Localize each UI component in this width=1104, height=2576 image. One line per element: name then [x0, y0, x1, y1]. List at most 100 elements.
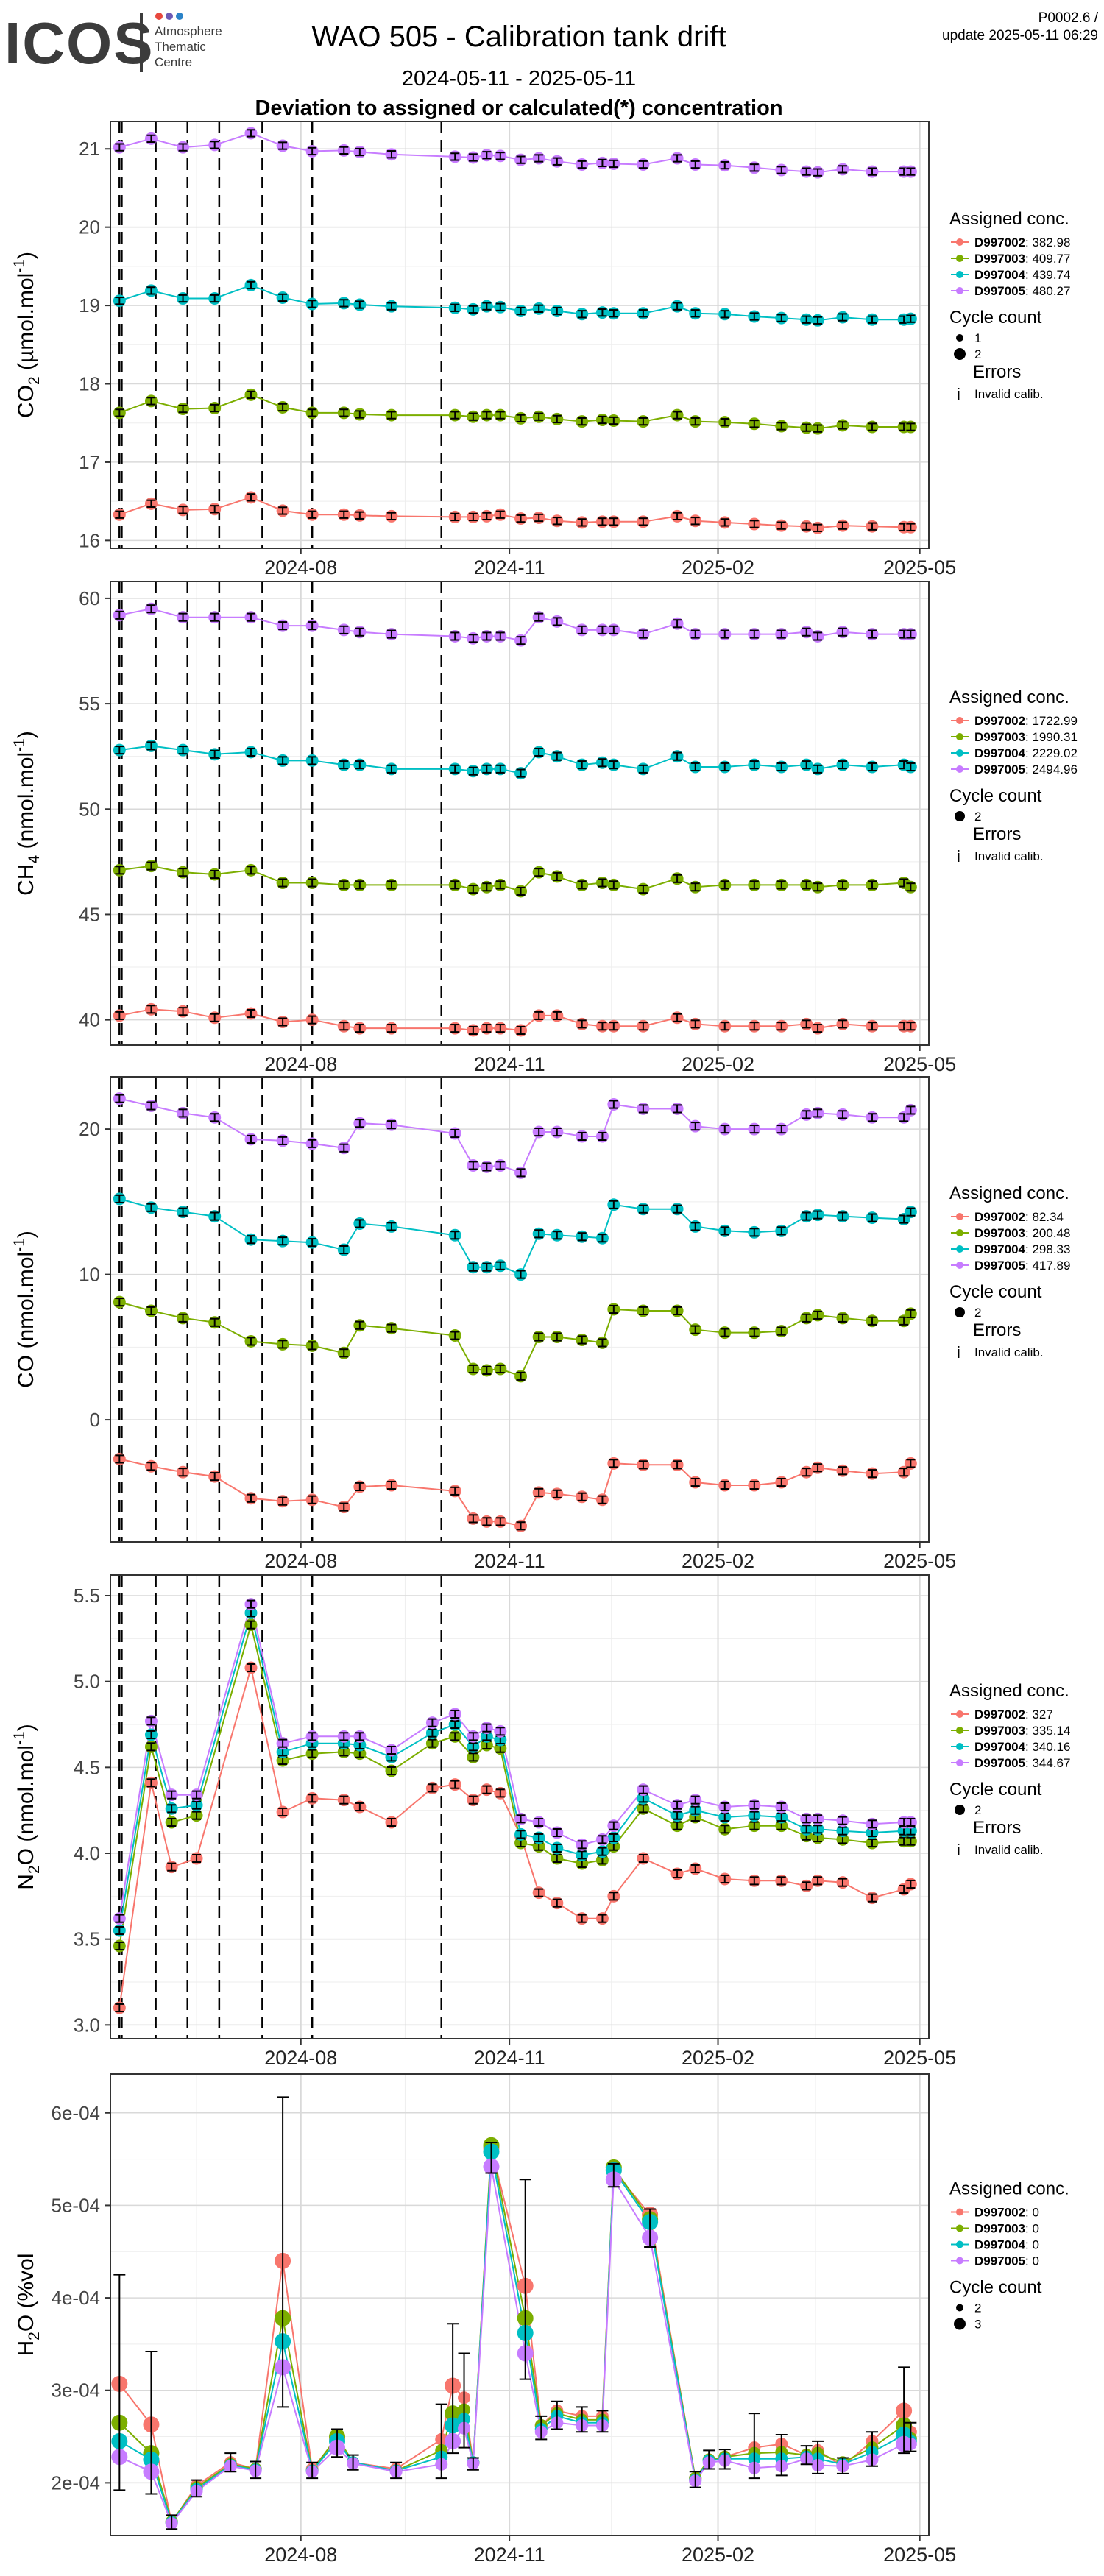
legend-cycle-label: 1 [974, 331, 981, 345]
legend-swatch-d997003 [956, 2224, 963, 2232]
y-tick-label: 17 [79, 451, 100, 473]
y-tick-label: 4.0 [74, 1842, 100, 1864]
y-tick-label: 19 [79, 294, 100, 316]
legend-swatch-d997002 [956, 717, 963, 724]
y-tick-label: 50 [79, 798, 100, 820]
legend-errors-label: Invalid calib. [974, 1843, 1044, 1857]
legend-swatch-d997005 [956, 2257, 963, 2265]
series-line-d997004 [118, 2151, 912, 2524]
y-tick-label: 3.0 [74, 2014, 100, 2036]
legend-swatch-d997004 [956, 2240, 963, 2248]
legend-entry-d997005: D997005: 2494.96 [974, 762, 1078, 776]
panel-n2o: 3.0 3.5 4.0 4.5 5.0 5.5 2024-08 2024-11 2025-02 2… [11, 1574, 1070, 2069]
series-line-d997003 [118, 2145, 912, 2524]
legend-entry-d997005: D997005: 0 [974, 2254, 1039, 2268]
legend-swatch-d997004 [956, 1743, 963, 1750]
y-tick-label: 4.5 [74, 1756, 100, 1778]
legend-title: Assigned conc. [949, 209, 1069, 229]
legend-cycle-marker [955, 1805, 965, 1815]
legend-cycle-title: Cycle count [949, 308, 1042, 328]
series-line-d997002 [118, 2148, 912, 2524]
legend-entry-d997005: D997005: 417.89 [974, 1259, 1070, 1273]
legend-errors-title: Errors [973, 1818, 1021, 1838]
legend-swatch-d997003 [956, 1229, 963, 1236]
legend-cycle-marker [954, 348, 966, 360]
update-label: update 2025-05-11 06:29 [942, 28, 1098, 43]
legend: Assigned conc. D997002: 382.98 D997003: 40… [949, 209, 1070, 403]
legend-cycle-label: 2 [974, 1306, 981, 1320]
legend-errors-label: Invalid calib. [974, 849, 1044, 863]
logo-dot-red [155, 13, 163, 20]
x-tick-label: 2025-02 [682, 556, 754, 578]
legend-entry-d997002: D997002: 382.98 [974, 236, 1070, 250]
x-tick-label: 2025-05 [883, 2047, 956, 2069]
y-tick-label: 4e-04 [52, 2287, 101, 2309]
legend-swatch-d997003 [956, 255, 963, 262]
version-label: P0002.6 / [1038, 10, 1099, 26]
series-line-d997005 [118, 2166, 911, 2525]
y-tick-label: 10 [79, 1264, 100, 1286]
x-tick-label: 2025-05 [883, 1550, 956, 1572]
legend-entry-d997005: D997005: 344.67 [974, 1756, 1070, 1770]
legend-swatch-d997005 [956, 287, 963, 294]
logo-wordmark: ICOS [4, 10, 155, 76]
legend-title: Assigned conc. [949, 1681, 1069, 1701]
legend-cycle-label: 2 [974, 347, 981, 361]
legend: Assigned conc. D997002: 327 D997003: 335.1… [949, 1681, 1070, 1859]
y-tick-label: 5.5 [74, 1585, 100, 1607]
logo-subtitle-line-2: Thematic [155, 40, 206, 54]
legend-swatch-d997005 [956, 1759, 963, 1766]
date-range: 2024-05-11 - 2025-05-11 [402, 67, 636, 91]
chart-subtitle: Deviation to assigned or calculated(*) c… [255, 96, 782, 120]
y-tick-label: 3.5 [74, 1928, 100, 1950]
header: ICOS Atmosphere Thematic Centre WAO 505 … [4, 10, 1099, 120]
plot-background [110, 581, 929, 1045]
legend-entry-d997002: D997002: 1722.99 [974, 714, 1078, 728]
y-tick-label: 0 [90, 1409, 100, 1431]
logo-subtitle-line-1: Atmosphere [155, 24, 222, 38]
legend-errors-marker: i [957, 847, 960, 866]
legend-entry-d997002: D997002: 82.34 [974, 1210, 1064, 1224]
plot-background [110, 1077, 929, 1542]
legend-errors-title: Errors [973, 1320, 1021, 1340]
legend-swatch-d997004 [956, 271, 963, 278]
legend-swatch-d997003 [956, 733, 963, 740]
legend-title: Assigned conc. [949, 2179, 1069, 2199]
x-tick-label: 2024-08 [264, 1550, 337, 1572]
legend-entry-d997004: D997004: 298.33 [974, 1242, 1070, 1256]
y-tick-label: 20 [79, 1118, 100, 1140]
legend-swatch-d997002 [956, 1213, 963, 1220]
legend-entry-d997002: D997002: 327 [974, 1708, 1053, 1722]
legend-cycle-title: Cycle count [949, 1282, 1042, 1302]
legend-cycle-label: 2 [974, 1803, 981, 1817]
legend-swatch-d997002 [956, 238, 963, 246]
legend-errors-marker: i [957, 385, 960, 403]
legend-cycle-marker [954, 2318, 966, 2330]
legend-swatch-d997005 [956, 765, 963, 773]
x-tick-label: 2024-11 [474, 1053, 545, 1075]
legend-entry-d997004: D997004: 2229.02 [974, 746, 1078, 760]
legend-swatch-d997005 [956, 1262, 963, 1269]
y-tick-label: 45 [79, 903, 100, 925]
panel-ch4: 40 45 50 55 60 2024-08 2024-11 2025-02 2025-05 CH… [11, 581, 1078, 1075]
legend-cycle-label: 2 [974, 2301, 981, 2315]
plot-border [110, 121, 930, 549]
legend-entry-d997003: D997003: 1990.31 [974, 730, 1078, 744]
legend-errors-label: Invalid calib. [974, 1345, 1044, 1359]
panel-h2o: 2e-04 3e-04 4e-04 5e-04 6e-04 2024-08 2024-11 2… [14, 2073, 1069, 2566]
x-tick-label: 2024-08 [264, 2047, 337, 2069]
legend-cycle-title: Cycle count [949, 1780, 1042, 1800]
legend-swatch-d997002 [956, 1710, 963, 1718]
x-tick-label: 2025-02 [682, 1550, 754, 1572]
y-tick-label: 21 [79, 138, 100, 160]
legend: Assigned conc. D997002: 1722.99 D997003: 1… [949, 687, 1078, 866]
y-tick-label: 5.0 [74, 1671, 100, 1693]
legend-cycle-label: 3 [974, 2318, 981, 2332]
x-tick-label: 2025-05 [883, 556, 956, 578]
legend-entry-d997003: D997003: 409.77 [974, 252, 1070, 266]
x-tick-label: 2024-11 [474, 556, 545, 578]
legend-entry-d997005: D997005: 480.27 [974, 284, 1070, 298]
legend-swatch-d997004 [956, 1245, 963, 1253]
